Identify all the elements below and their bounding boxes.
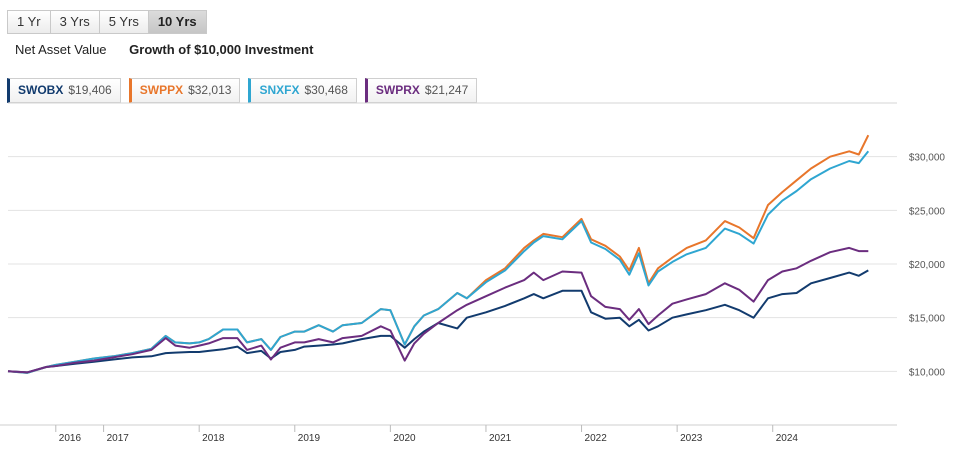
legend-value: $30,468 — [304, 83, 348, 97]
legend-ticker: SNXFX — [259, 83, 300, 97]
tab-5-yrs[interactable]: 5 Yrs — [98, 10, 149, 34]
tab-3-yrs[interactable]: 3 Yrs — [49, 10, 100, 34]
tab-1-yr[interactable]: 1 Yr — [7, 10, 51, 34]
legend-value: $19,406 — [68, 83, 112, 97]
legend-chip-swprx[interactable]: SWPRX $21,247 — [364, 78, 478, 103]
y-tick-label: $15,000 — [909, 314, 946, 325]
x-tick-label: 2020 — [393, 433, 416, 444]
legend-chip-snxfx[interactable]: SNXFX $30,468 — [248, 78, 357, 103]
legend-value: $32,013 — [188, 83, 232, 97]
y-tick-label: $30,000 — [909, 153, 946, 164]
view-tabs: Net Asset Value Growth of $10,000 Invest… — [15, 42, 332, 57]
y-tick-label: $25,000 — [909, 206, 946, 217]
x-tick-label: 2021 — [489, 433, 512, 444]
series-line-swobx — [7, 269, 869, 374]
y-tick-label: $20,000 — [909, 260, 946, 271]
x-tick-label: 2018 — [202, 433, 225, 444]
x-tick-label: 2024 — [776, 433, 799, 444]
legend-ticker: SWOBX — [18, 83, 64, 97]
legend-ticker: SWPRX — [375, 83, 420, 97]
view-growth-of-10000[interactable]: Growth of $10,000 Investment — [129, 42, 314, 57]
legend-value: $21,247 — [424, 83, 469, 97]
x-tick-label: 2017 — [107, 433, 130, 444]
range-tabs: 1 Yr 3 Yrs 5 Yrs 10 Yrs — [7, 10, 207, 34]
series-line-snxfx — [7, 150, 870, 374]
x-tick-label: 2023 — [680, 433, 703, 444]
x-tick-label: 2022 — [585, 433, 608, 444]
tab-10-yrs[interactable]: 10 Yrs — [147, 10, 207, 34]
x-tick-label: 2019 — [298, 433, 321, 444]
legend-ticker: SWPPX — [139, 83, 184, 97]
series-line-swprx — [7, 246, 869, 374]
x-tick-label: 2016 — [59, 433, 82, 444]
y-tick-label: $10,000 — [909, 367, 946, 378]
series-line-swppx — [7, 134, 870, 374]
legend-chip-swobx[interactable]: SWOBX $19,406 — [7, 78, 121, 103]
view-net-asset-value[interactable]: Net Asset Value — [15, 42, 107, 57]
